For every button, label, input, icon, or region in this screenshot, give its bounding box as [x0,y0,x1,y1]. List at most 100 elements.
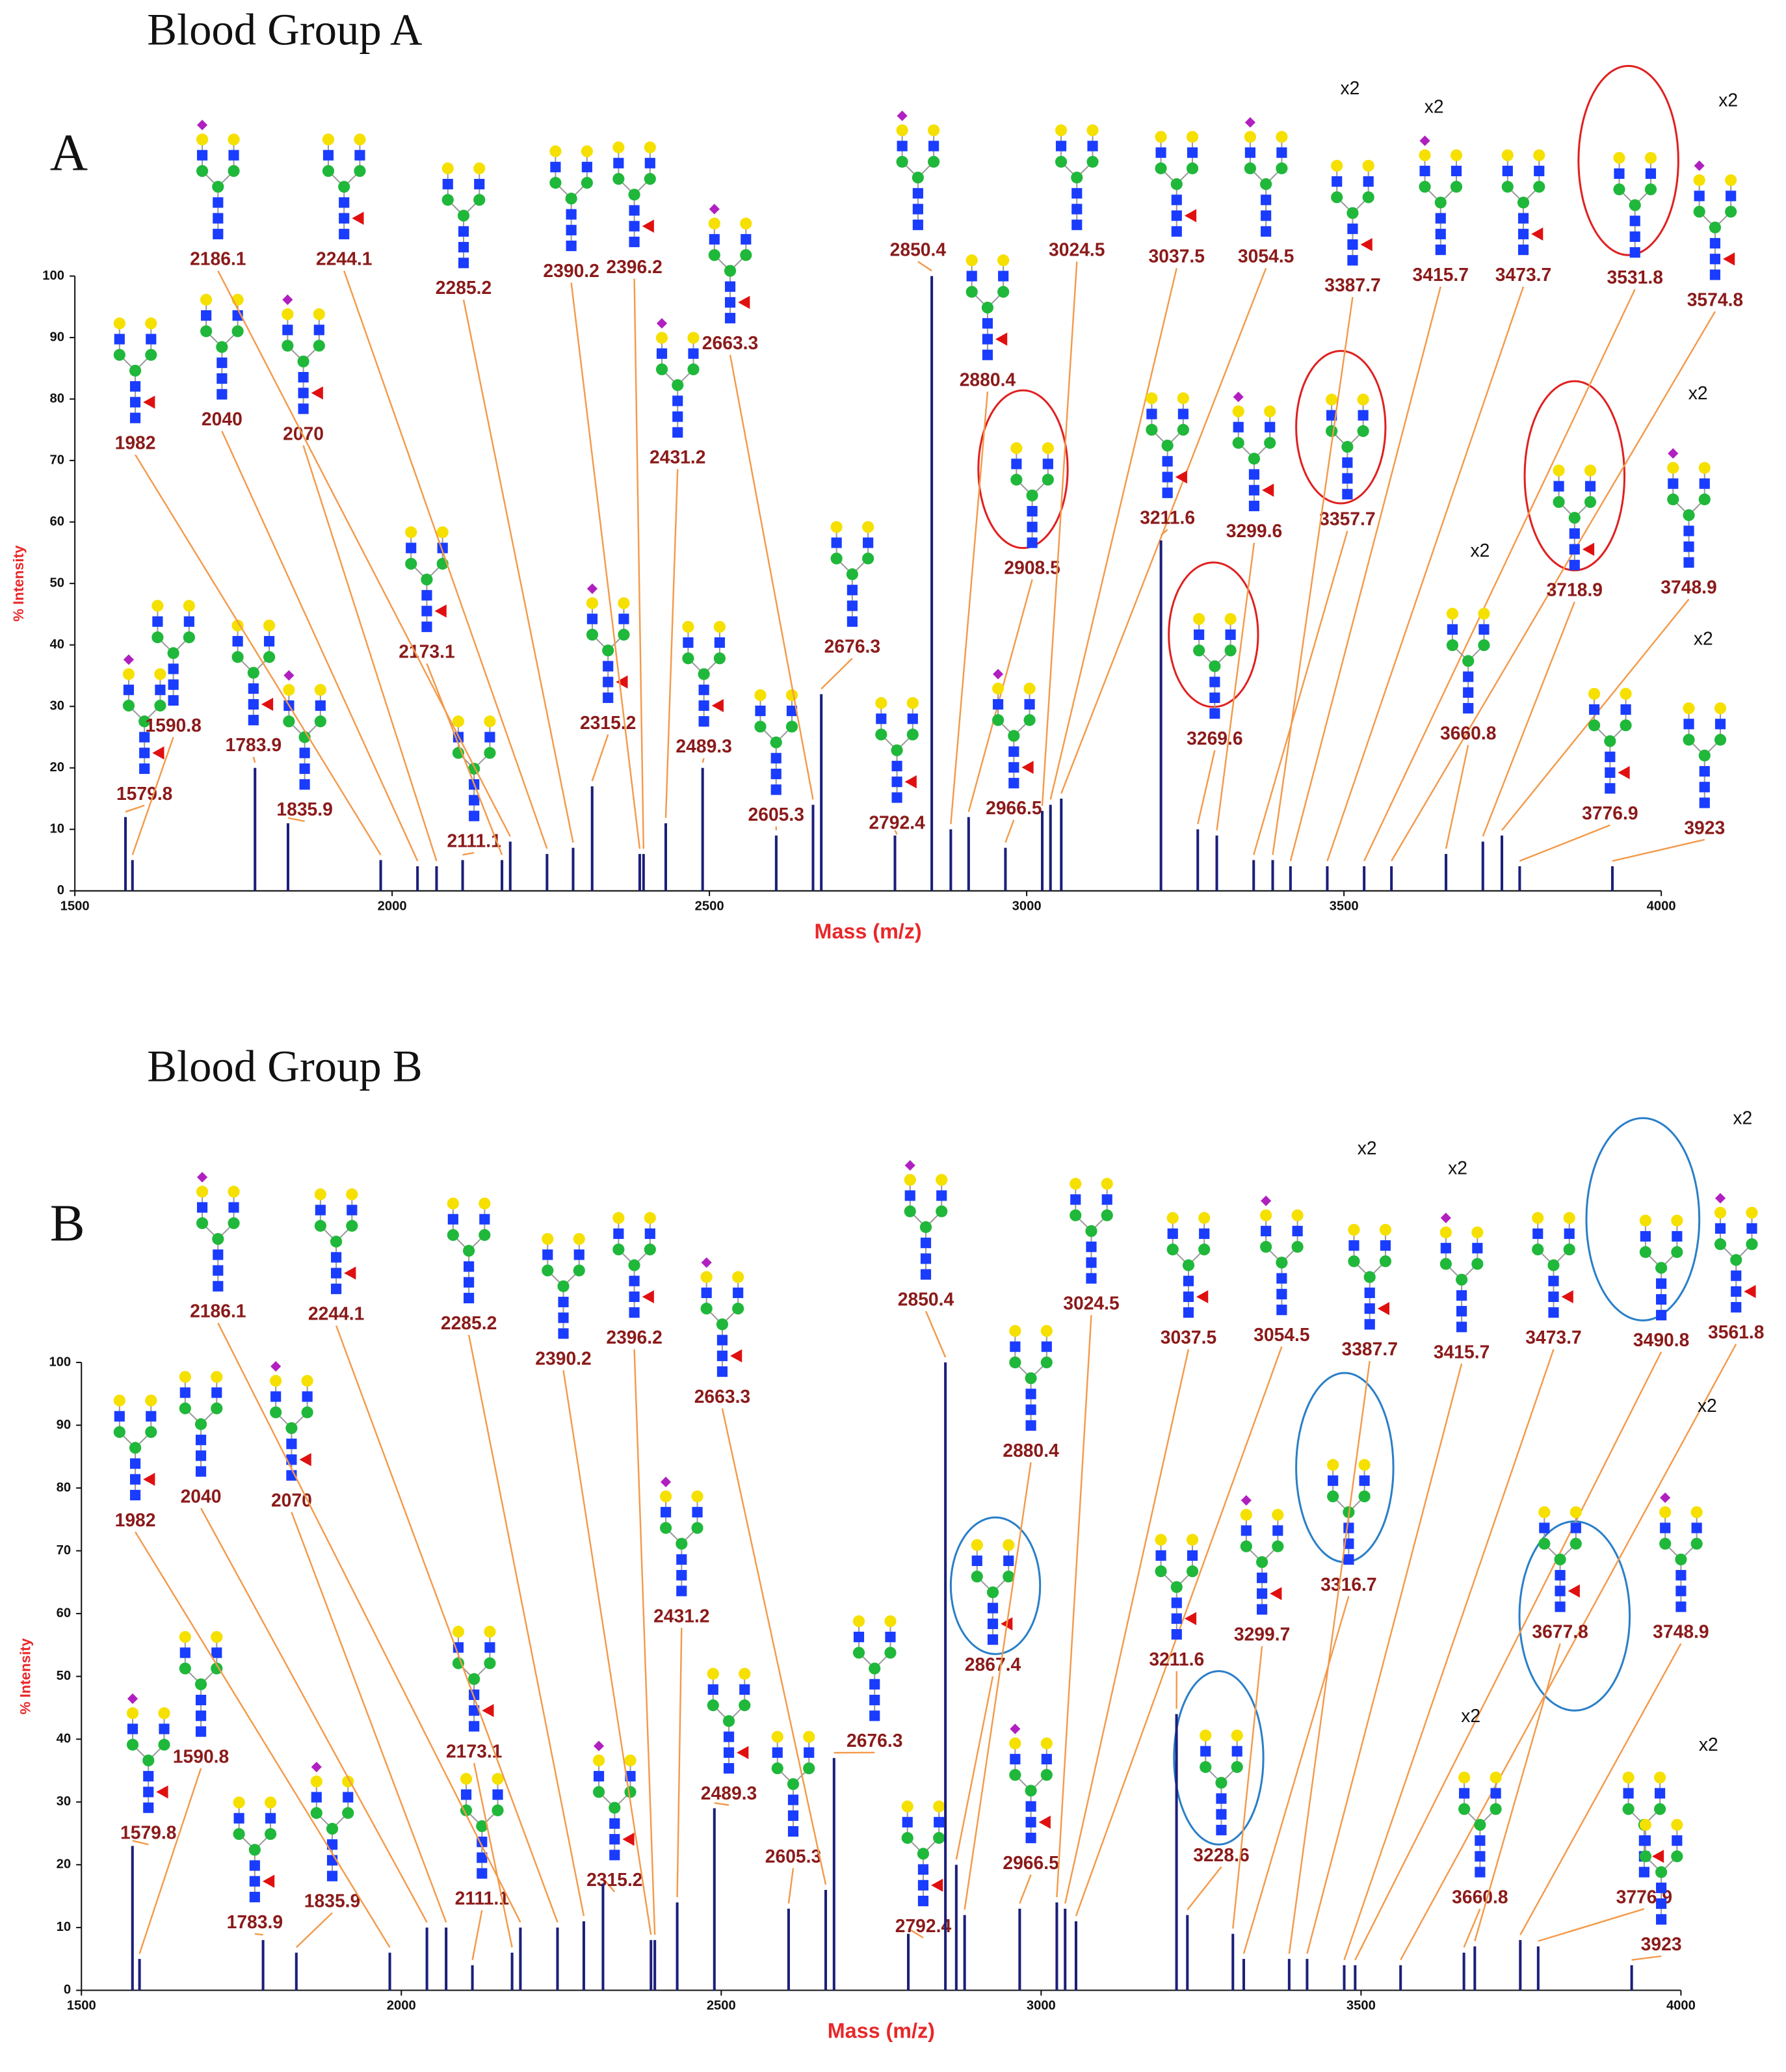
glycan-square [1640,1835,1651,1846]
glycan-square [1675,1570,1687,1581]
glycan-circle [1458,1803,1471,1815]
glycan-icon [282,294,325,414]
glycan-square [698,700,709,711]
glycan-square [1435,245,1446,256]
glycan-square [787,1826,799,1837]
glycan-circle [1085,1225,1097,1238]
glycan-circle [971,1539,983,1551]
glycan-circle [1725,206,1737,218]
glycan-square [1517,213,1529,224]
glycan-circle [447,1229,459,1242]
fucose [738,295,750,310]
glycan-circle [1532,1243,1544,1256]
glycan-square [1162,456,1173,467]
glycan-square [129,1474,141,1485]
glycan-circle [265,1827,277,1840]
glycan-square [998,271,1009,282]
leader-line [925,1310,947,1358]
glycan-circle [179,1630,191,1643]
glycan-icon [1326,393,1369,499]
leader-line [471,1909,483,1960]
glycan-icon [460,1773,504,1879]
glycan-square [421,621,432,632]
glycan-square [1584,481,1596,492]
glycan-circle [1659,1506,1672,1519]
glycan-circle [896,124,908,137]
glycan-circle [1276,1256,1288,1269]
glycan-icon [447,1197,491,1304]
glycan-circle [1690,1537,1703,1550]
glycan-circle [310,1775,322,1788]
peak-label: 2850.4 [898,1288,954,1309]
glycan-square [1746,1223,1757,1234]
leader-line [135,1531,391,1948]
glycan-square [196,150,208,161]
glycan-square [1472,1243,1483,1254]
glycan-square [928,140,939,152]
leader-line [1288,1361,1371,1954]
glycan-circle [452,715,465,728]
glycan-square [299,763,310,775]
sialic-acid [660,1476,672,1487]
glycan-square [656,348,668,359]
glycan-circle [1538,1537,1551,1550]
glycan-circle [1170,1581,1183,1593]
glycan-circle [716,1318,729,1331]
glycan-circle [1490,1772,1502,1784]
glycan-circle [724,265,737,277]
fucose [311,386,323,400]
leader-line [125,804,145,813]
leader-line [221,431,419,862]
peak-label: 2396.2 [606,1327,662,1348]
glycan-square [550,161,561,172]
glycan-icon [1166,1212,1211,1318]
glycan-icon [233,1796,277,1903]
glycan-square [1668,478,1679,489]
glycan-square [613,157,624,168]
glycan-square [217,357,228,368]
glycan-square [741,233,752,245]
peak-label: 3037.5 [1149,246,1205,267]
glycan-icon [441,162,486,269]
peak-label: 1590.8 [145,715,201,736]
glycan-square [987,1602,999,1614]
glycan-icon [659,1476,703,1597]
highlight-ring [1585,1117,1701,1322]
leader-line [217,270,511,837]
glycan-circle [122,699,135,712]
glycan-circle [1474,1818,1486,1831]
glycan-square [1347,255,1358,266]
glycan-square [1256,1573,1268,1584]
glycan-circle [231,651,244,663]
peak-label: 3748.9 [1661,577,1716,598]
peak-label: 3211.6 [1149,1649,1204,1669]
glycan-circle [346,1219,358,1232]
glycan-square [1248,469,1260,480]
glycan-square [716,1366,728,1377]
glycan-circle [142,1754,155,1767]
glycan-square [1656,1898,1667,1909]
glycan-square [1709,254,1721,265]
glycan-square [629,205,640,216]
glycan-square [195,1694,207,1706]
glycan-square [1656,1294,1667,1305]
glycan-square [1171,226,1182,237]
glycan-circle [479,1197,491,1210]
x-tick-label: 1500 [60,899,90,913]
y-tick-label: 30 [57,1794,71,1809]
leader-line [1187,1866,1222,1911]
glycan-square [1025,1833,1036,1844]
glycan-square [248,715,259,726]
glycan-square [211,1647,222,1658]
glycan-square [442,179,453,190]
glycan-circle [1532,1212,1544,1224]
leader-line [1343,1349,1555,1961]
glycan-square [458,258,469,269]
glycan-square [1199,1228,1210,1240]
leader-line [254,1933,263,1936]
glycan-circle [228,133,240,146]
leader-line [917,261,932,272]
glycan-circle [707,1667,719,1680]
peak-label: 2040 [181,1485,222,1506]
peak-label: 2396.2 [606,256,662,277]
